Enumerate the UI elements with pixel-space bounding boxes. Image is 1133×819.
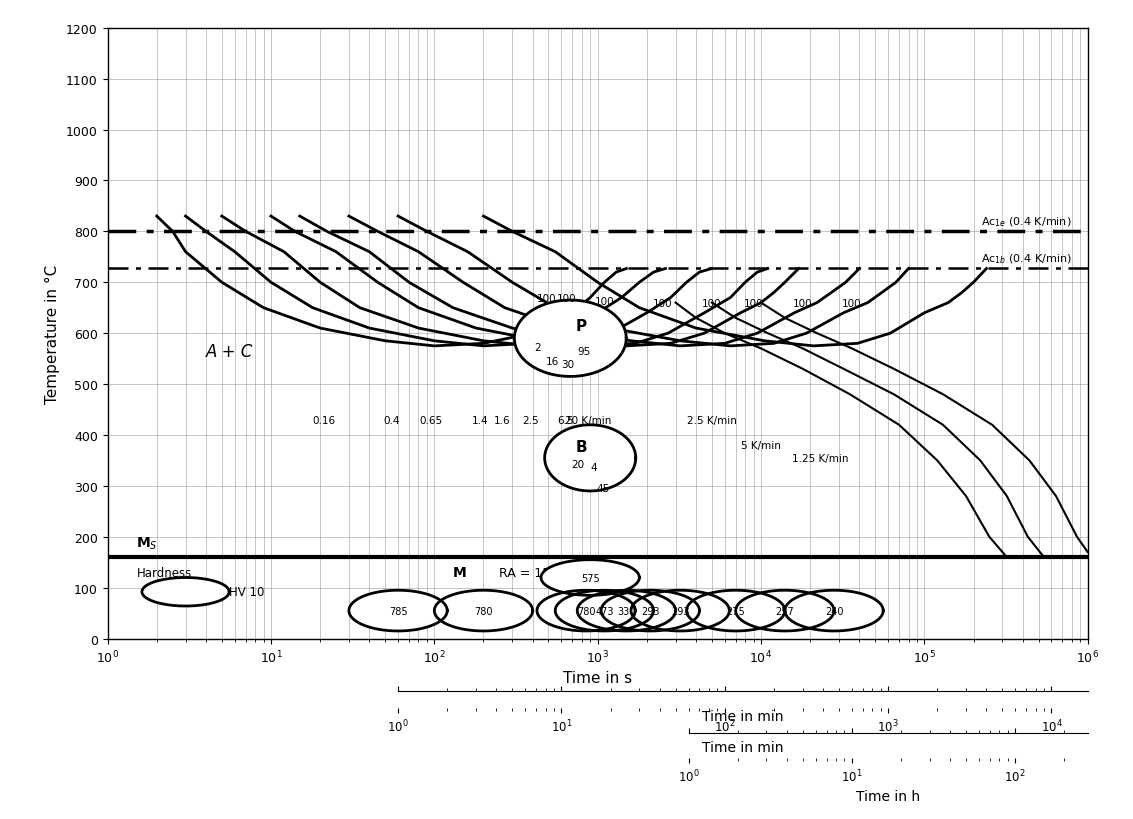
Text: 100: 100	[557, 293, 577, 303]
Text: 16: 16	[546, 357, 560, 367]
Text: 1.25 K/min: 1.25 K/min	[792, 454, 849, 464]
Text: 45: 45	[596, 484, 610, 494]
Text: 0.16: 0.16	[312, 415, 335, 425]
Text: 0.65: 0.65	[419, 415, 442, 425]
Text: 30: 30	[562, 360, 574, 369]
Polygon shape	[735, 590, 834, 631]
Text: 6.5: 6.5	[557, 415, 574, 425]
Polygon shape	[434, 590, 533, 631]
Text: 100: 100	[842, 298, 862, 308]
Text: 100: 100	[743, 298, 764, 308]
Text: 0.4: 0.4	[384, 415, 400, 425]
X-axis label: Time in s: Time in s	[563, 671, 632, 686]
Text: A + C: A + C	[206, 342, 254, 360]
Polygon shape	[349, 590, 448, 631]
Text: Ac$_{1e}$ (0.4 K/min): Ac$_{1e}$ (0.4 K/min)	[981, 215, 1072, 229]
Text: 5 K/min: 5 K/min	[741, 441, 781, 450]
Text: 2.5: 2.5	[522, 415, 539, 425]
Text: RA = 15: RA = 15	[500, 566, 551, 579]
Text: 100: 100	[595, 296, 614, 306]
Text: Hardness: Hardness	[136, 566, 191, 579]
X-axis label: Time in min: Time in min	[702, 740, 784, 754]
Text: 257: 257	[775, 606, 794, 616]
Text: 780: 780	[577, 606, 595, 616]
Text: M$_S$: M$_S$	[136, 535, 159, 551]
Text: 785: 785	[389, 606, 408, 616]
Polygon shape	[542, 560, 639, 595]
Text: 1.6: 1.6	[494, 415, 510, 425]
Polygon shape	[537, 590, 636, 631]
Text: 100: 100	[793, 298, 812, 308]
Text: 20: 20	[572, 459, 585, 469]
Text: 20 K/min: 20 K/min	[564, 415, 611, 425]
Text: 275: 275	[726, 606, 746, 616]
Text: 4: 4	[590, 462, 597, 472]
Polygon shape	[577, 590, 675, 631]
Text: 293: 293	[641, 606, 659, 616]
Polygon shape	[514, 301, 627, 377]
Text: 330: 330	[617, 606, 636, 616]
Text: B: B	[576, 440, 587, 455]
Text: 240: 240	[825, 606, 843, 616]
Y-axis label: Temperature in °C: Temperature in °C	[45, 265, 60, 403]
X-axis label: Time in min: Time in min	[702, 708, 784, 722]
Polygon shape	[631, 590, 730, 631]
Text: 100: 100	[537, 293, 556, 303]
Text: 2: 2	[535, 343, 542, 353]
Polygon shape	[687, 590, 785, 631]
Text: 100: 100	[702, 298, 722, 308]
Polygon shape	[602, 590, 699, 631]
Text: 95: 95	[577, 346, 590, 356]
Text: 100: 100	[653, 298, 673, 308]
Text: 1.4: 1.4	[471, 415, 488, 425]
Text: 780: 780	[475, 606, 493, 616]
Polygon shape	[142, 578, 229, 606]
Text: 2.5 K/min: 2.5 K/min	[687, 415, 736, 425]
Text: 293: 293	[671, 606, 689, 616]
Text: P: P	[576, 319, 587, 333]
Text: Ac$_{1b}$ (0.4 K/min): Ac$_{1b}$ (0.4 K/min)	[981, 252, 1072, 265]
X-axis label: Time in h: Time in h	[857, 790, 920, 803]
Text: 575: 575	[581, 572, 599, 583]
Text: 473: 473	[595, 606, 614, 616]
Text: HV 10: HV 10	[229, 586, 264, 599]
Polygon shape	[785, 590, 884, 631]
Polygon shape	[545, 425, 636, 491]
Polygon shape	[555, 590, 654, 631]
Text: M: M	[453, 566, 467, 580]
